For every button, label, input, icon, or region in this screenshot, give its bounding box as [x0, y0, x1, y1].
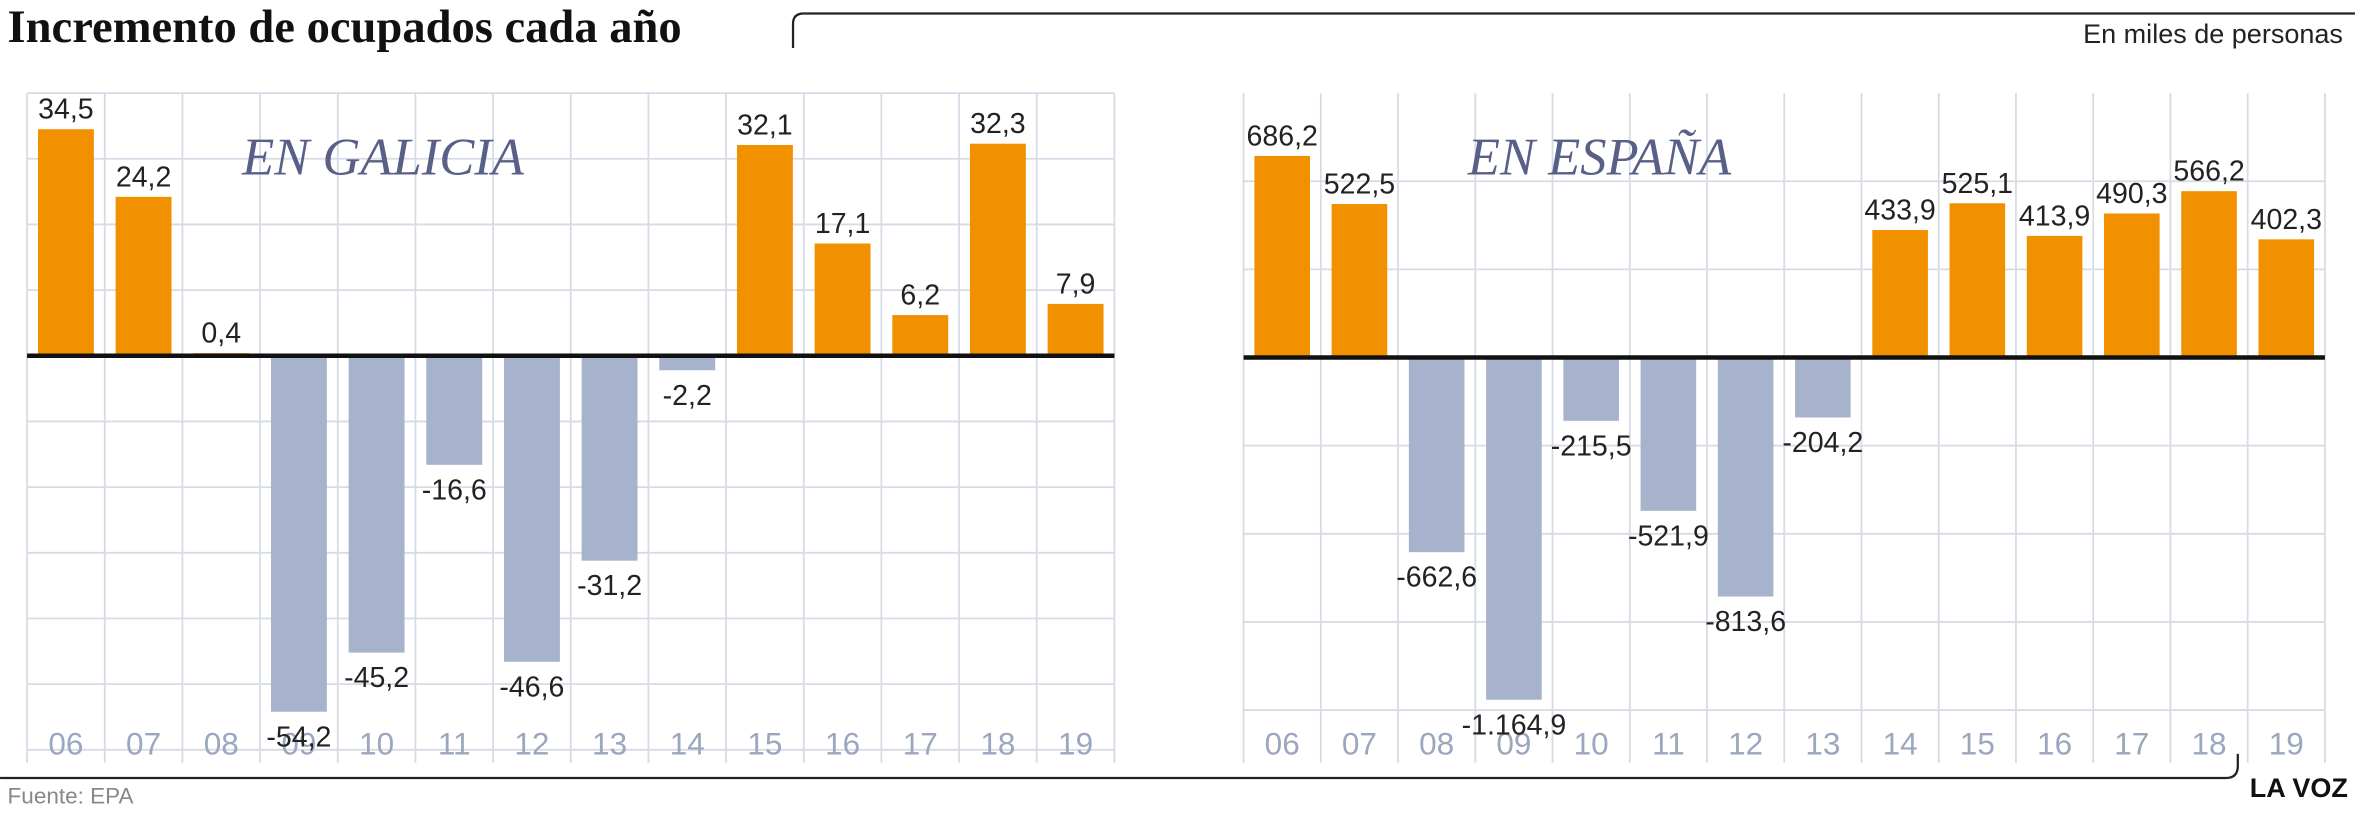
x-tick-label: 12: [1728, 726, 1763, 762]
value-label: 17,1: [815, 208, 871, 240]
value-label: 566,2: [2173, 156, 2244, 188]
bar: [270, 355, 327, 712]
value-label: 34,5: [38, 94, 93, 126]
x-tick-label: 10: [1574, 726, 1609, 762]
bar: [1640, 357, 1697, 511]
x-tick-label: 11: [1652, 726, 1685, 762]
bar: [969, 143, 1026, 356]
x-tick-label: 18: [2192, 726, 2227, 762]
x-tick-label: 17: [903, 726, 938, 762]
bar: [348, 355, 405, 653]
value-label: -204,2: [1782, 427, 1863, 459]
bar: [37, 129, 94, 356]
x-tick-label: 09: [1496, 726, 1531, 762]
bar: [1331, 204, 1388, 358]
bar: [503, 355, 560, 662]
x-tick-label: 16: [2037, 726, 2072, 762]
bar: [1486, 357, 1542, 700]
x-tick-label: 11: [438, 726, 471, 762]
bar: [1872, 230, 1928, 358]
x-tick-label: 08: [1419, 726, 1454, 762]
value-label: 525,1: [1942, 168, 2013, 200]
bar: [2181, 191, 2237, 358]
x-tick-label: 17: [2114, 726, 2149, 762]
brand: LA VOZ: [2250, 773, 2348, 803]
bar: [2104, 213, 2160, 358]
value-label: 433,9: [1864, 195, 1935, 227]
x-tick-label: 06: [1265, 726, 1300, 762]
x-tick-label: 15: [747, 726, 782, 762]
bar: [814, 243, 871, 356]
bar: [581, 355, 638, 561]
value-label: 522,5: [1324, 169, 1395, 201]
value-label: 0,4: [201, 318, 241, 350]
bar: [1949, 203, 2006, 358]
bar: [1047, 303, 1104, 356]
value-label: 6,2: [900, 280, 940, 312]
value-label: -521,9: [1628, 520, 1709, 552]
bar: [2026, 235, 2083, 358]
x-tick-label: 18: [980, 726, 1015, 762]
bar: [1795, 357, 1851, 418]
value-label: 7,9: [1056, 268, 1096, 300]
unit-note: En miles de personas: [2083, 19, 2343, 49]
x-tick-label: 09: [281, 726, 316, 762]
value-label: 490,3: [2096, 178, 2167, 210]
x-tick-label: 15: [1960, 726, 1995, 762]
x-tick-label: 19: [2269, 726, 2304, 762]
bar: [1717, 357, 1774, 597]
x-tick-label: 16: [825, 726, 860, 762]
value-label: 32,3: [970, 108, 1026, 140]
value-label: -2,2: [663, 380, 712, 412]
bar: [2258, 239, 2315, 358]
x-tick-label: 12: [514, 726, 549, 762]
value-label: -45,2: [344, 662, 409, 694]
value-label: -54,2: [266, 721, 331, 753]
bar: [659, 355, 716, 371]
value-label: 413,9: [2019, 200, 2090, 232]
bar: [1408, 357, 1465, 553]
value-label: -46,6: [499, 671, 564, 703]
bar: [1563, 357, 1619, 421]
value-label: -31,2: [577, 570, 642, 602]
header-rule: [791, 12, 2355, 49]
value-label: -1.164,9: [1462, 709, 1567, 741]
value-label: -16,6: [422, 474, 487, 506]
chart-subtitle: EN ESPAÑA: [1467, 128, 1732, 186]
bar: [1254, 155, 1311, 358]
bar: [736, 144, 793, 356]
bar: [115, 196, 172, 356]
x-tick-label: 14: [670, 726, 705, 762]
x-tick-label: 07: [126, 726, 161, 762]
x-tick-label: 19: [1058, 726, 1093, 762]
value-label: 402,3: [2251, 204, 2322, 236]
title: Incremento de ocupados cada año: [8, 2, 682, 53]
x-tick-label: 10: [359, 726, 394, 762]
value-label: -813,6: [1705, 606, 1786, 638]
chart-subtitle: EN GALICIA: [241, 128, 525, 186]
value-label: 686,2: [1247, 120, 1318, 152]
x-tick-label: 13: [592, 726, 627, 762]
x-tick-label: 06: [48, 726, 83, 762]
source: Fuente: EPA: [8, 783, 134, 808]
x-tick-label: 14: [1883, 726, 1918, 762]
value-label: -215,5: [1551, 430, 1632, 462]
value-label: 32,1: [737, 110, 792, 142]
x-tick-label: 08: [204, 726, 239, 762]
bar: [426, 355, 483, 465]
x-tick-label: 07: [1342, 726, 1377, 762]
bar: [892, 315, 949, 356]
footer-rule: [0, 753, 2239, 780]
value-label: 24,2: [116, 161, 171, 193]
x-tick-label: 13: [1805, 726, 1840, 762]
value-label: -662,6: [1396, 562, 1477, 594]
